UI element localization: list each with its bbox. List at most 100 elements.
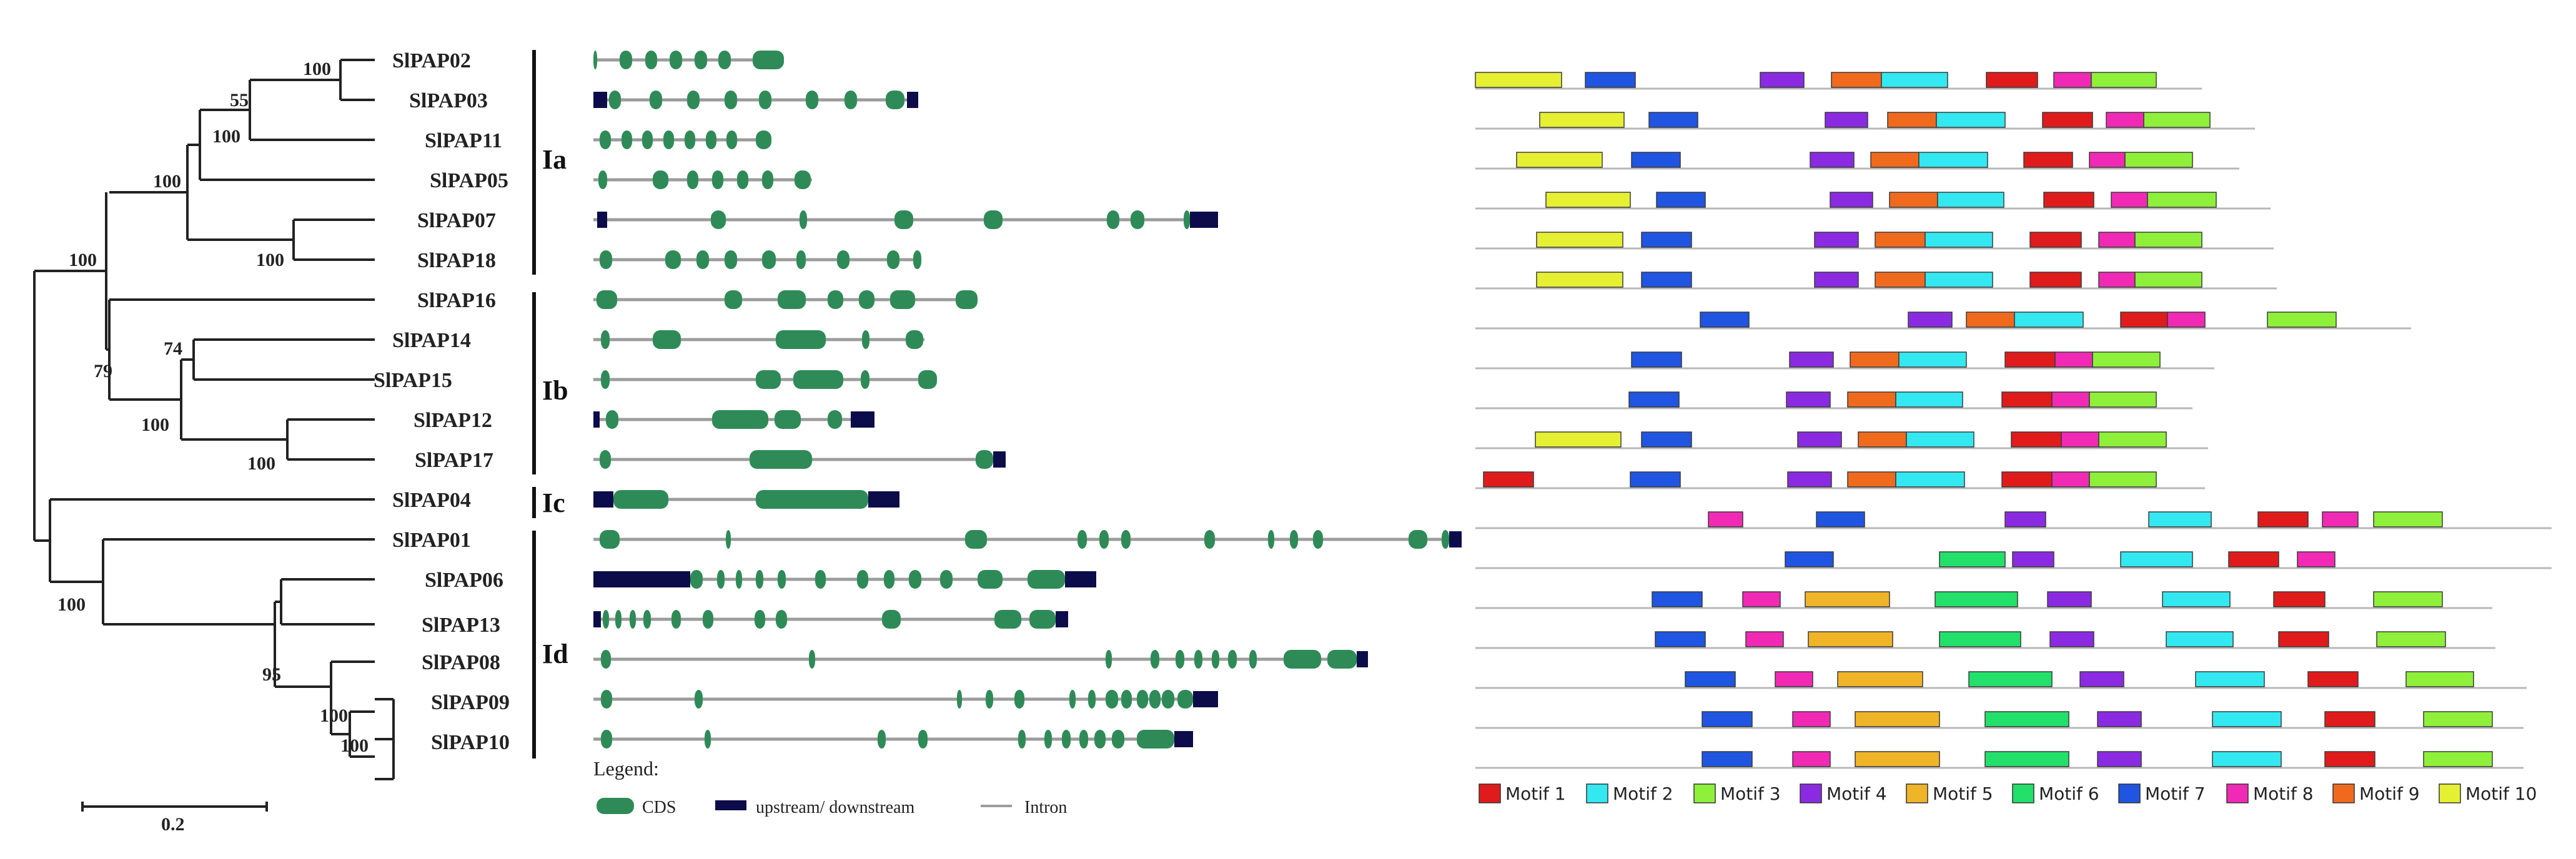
legend-intron-label: Intron [1024,798,1067,817]
cds-block [622,130,632,149]
gene-row [593,450,1006,469]
gene-structure-legend: Legend: CDS upstream/ downstream Intron [593,757,1067,817]
motif-box [1797,431,1842,448]
cds-block [1327,650,1357,669]
motif-box [2278,631,2329,647]
legend-utr-label: upstream/ downstream [756,798,914,817]
motif-box [2143,112,2211,128]
bootstrap-value: 100 [212,126,240,147]
gene-row [593,250,921,269]
scale-label: 0.2 [161,814,185,835]
cds-block [778,570,786,589]
motif-box [2148,511,2212,528]
tree-branch [187,110,375,181]
motif-box [2001,471,2053,488]
cds-block [671,610,681,629]
motif-box [1631,152,1681,168]
motif-box [1539,112,1625,128]
utr-block [851,411,874,428]
motif-box [2297,551,2336,567]
cds-block [601,650,611,669]
cds-block [600,450,611,469]
cds-block [1228,650,1237,669]
tree-branch [275,660,375,758]
cds-block [1194,650,1202,669]
gene-row [593,570,1096,589]
motif-row [1475,72,2202,90]
motif-box [2124,152,2193,168]
cds-block [685,130,695,149]
cds-block [756,370,781,389]
motif-box [2054,351,2093,368]
motif-box [1934,591,2018,607]
motif-box [1855,751,1940,767]
cds-block [756,130,771,149]
motif-box [1925,272,1993,288]
motif-box [1847,471,1896,488]
motif-box [2047,591,2092,607]
motif-box [1837,671,1923,687]
scale-bar [81,802,268,812]
motif-box [1898,351,1967,368]
motif-box [1887,112,1937,128]
motif-box [1641,232,1692,248]
motif-box [2166,631,2234,647]
motif-box [1986,72,2038,88]
bootstrap-value: 100 [153,171,181,192]
cds-block [884,570,894,589]
motif-box [2322,511,2359,528]
cds-block [670,51,682,69]
motif-box [2373,591,2443,607]
cds-block [986,690,993,709]
phylogenetic-tree [33,59,395,812]
cds-block [712,410,768,429]
motif-legend: Motif 1 Motif 2 Motif 3 Motif 4 Motif 5 Motif… [1479,783,2537,804]
cds-block [1284,650,1321,669]
cds-block [690,570,703,589]
cds-block [887,250,899,269]
cds-block [1409,530,1427,549]
gene-label: SlPAP16 [417,289,496,312]
cds-block [918,370,937,389]
motif-box [2001,391,2053,408]
tree-branch [34,192,107,350]
motif-box [1631,351,1682,368]
cds-block [620,51,632,69]
cds-block [965,530,987,549]
motif-box [1545,192,1631,208]
cds-block [1149,690,1161,709]
legend-title: Legend: [593,757,659,780]
legend-utr-swatch [715,800,746,810]
cds-block [650,91,662,109]
cds-block [1313,530,1323,549]
motif-row [1475,431,2208,449]
motif-box [2029,232,2082,248]
motif-legend-swatch [2012,783,2034,803]
motif-row [1475,751,2524,769]
legend-cds-swatch [597,798,634,814]
motif-box [1775,671,1813,687]
cds-block [725,290,742,309]
motif-box [1483,471,1534,488]
motif-box [1847,391,1896,408]
cds-block [643,610,651,629]
cds-block [609,91,621,109]
motif-box [2324,711,2375,727]
cds-block [1204,530,1215,549]
cds-block [1177,690,1193,709]
motif-box [2307,671,2359,687]
cds-block [878,730,886,749]
cds-block [600,250,612,269]
motif-box [1816,511,1865,528]
motif-box [1939,631,2021,647]
motif-box [1814,272,1859,288]
cds-block [778,290,806,309]
motif-box [1805,591,1890,607]
gene-label: SlPAP02 [392,49,471,72]
gene-row [593,370,937,389]
motif-legend-swatch [1586,783,1608,803]
motif-box [2097,751,2142,767]
tree-branch [181,338,375,381]
cds-block [717,570,725,589]
motif-box [1789,351,1834,368]
